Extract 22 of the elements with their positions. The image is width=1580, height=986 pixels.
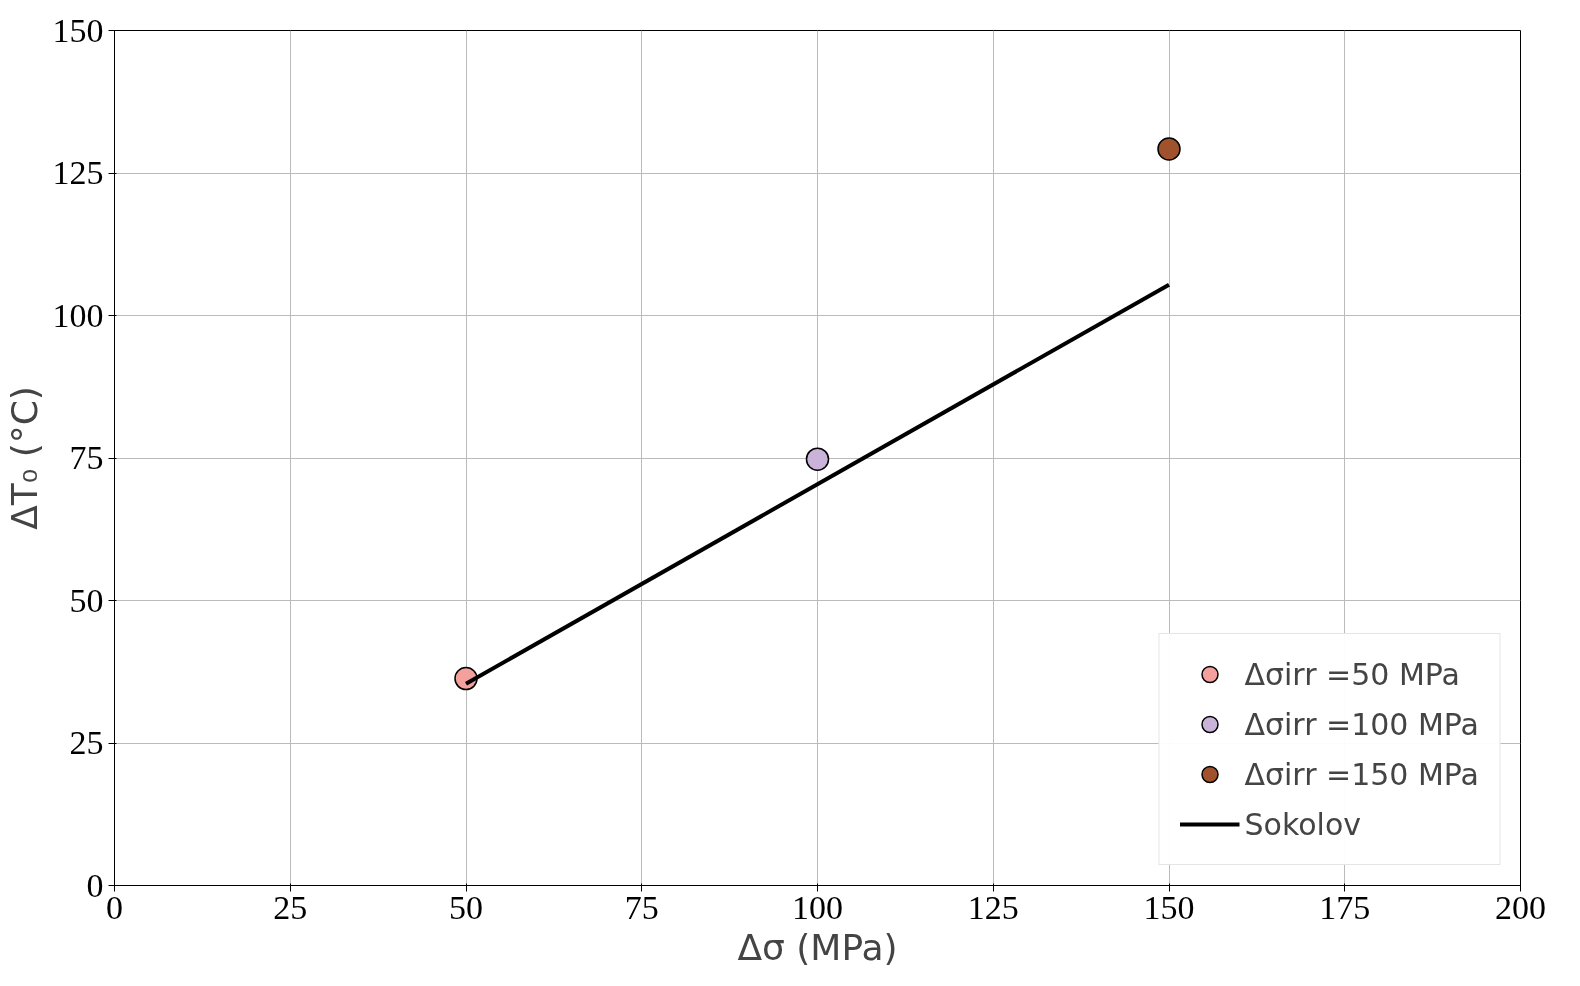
y-tick-label: 50 [69, 581, 104, 619]
x-tick-label: 25 [273, 888, 308, 926]
x-tick-label: 150 [1143, 888, 1195, 926]
x-tick-label: 200 [1495, 888, 1546, 926]
y-tick-label: 25 [69, 724, 104, 761]
x-tick-label: 175 [1319, 888, 1371, 926]
y-tick-label: 125 [52, 154, 104, 191]
x-tick-label: 100 [792, 888, 843, 926]
y-axis-title: ΔT₀ (°C) [3, 386, 45, 530]
x-tick-label: 125 [967, 888, 1019, 926]
y-tick-label: 150 [52, 11, 104, 49]
y-tick-label: 75 [69, 439, 104, 476]
legend-label: Δσirr =150 MPa [1244, 756, 1479, 792]
legend-label: Sokolov [1244, 806, 1361, 842]
x-axis-title: Δσ (MPa) [737, 926, 898, 968]
legend-label: Δσirr =50 MPa [1244, 656, 1460, 692]
x-tick-label: 50 [449, 888, 483, 926]
point [1157, 137, 1181, 161]
y-tick-label: 100 [52, 296, 104, 334]
x-tick-label: 75 [624, 888, 659, 926]
point [805, 447, 830, 471]
legend-label: Δσirr =100 MPa [1244, 706, 1479, 742]
